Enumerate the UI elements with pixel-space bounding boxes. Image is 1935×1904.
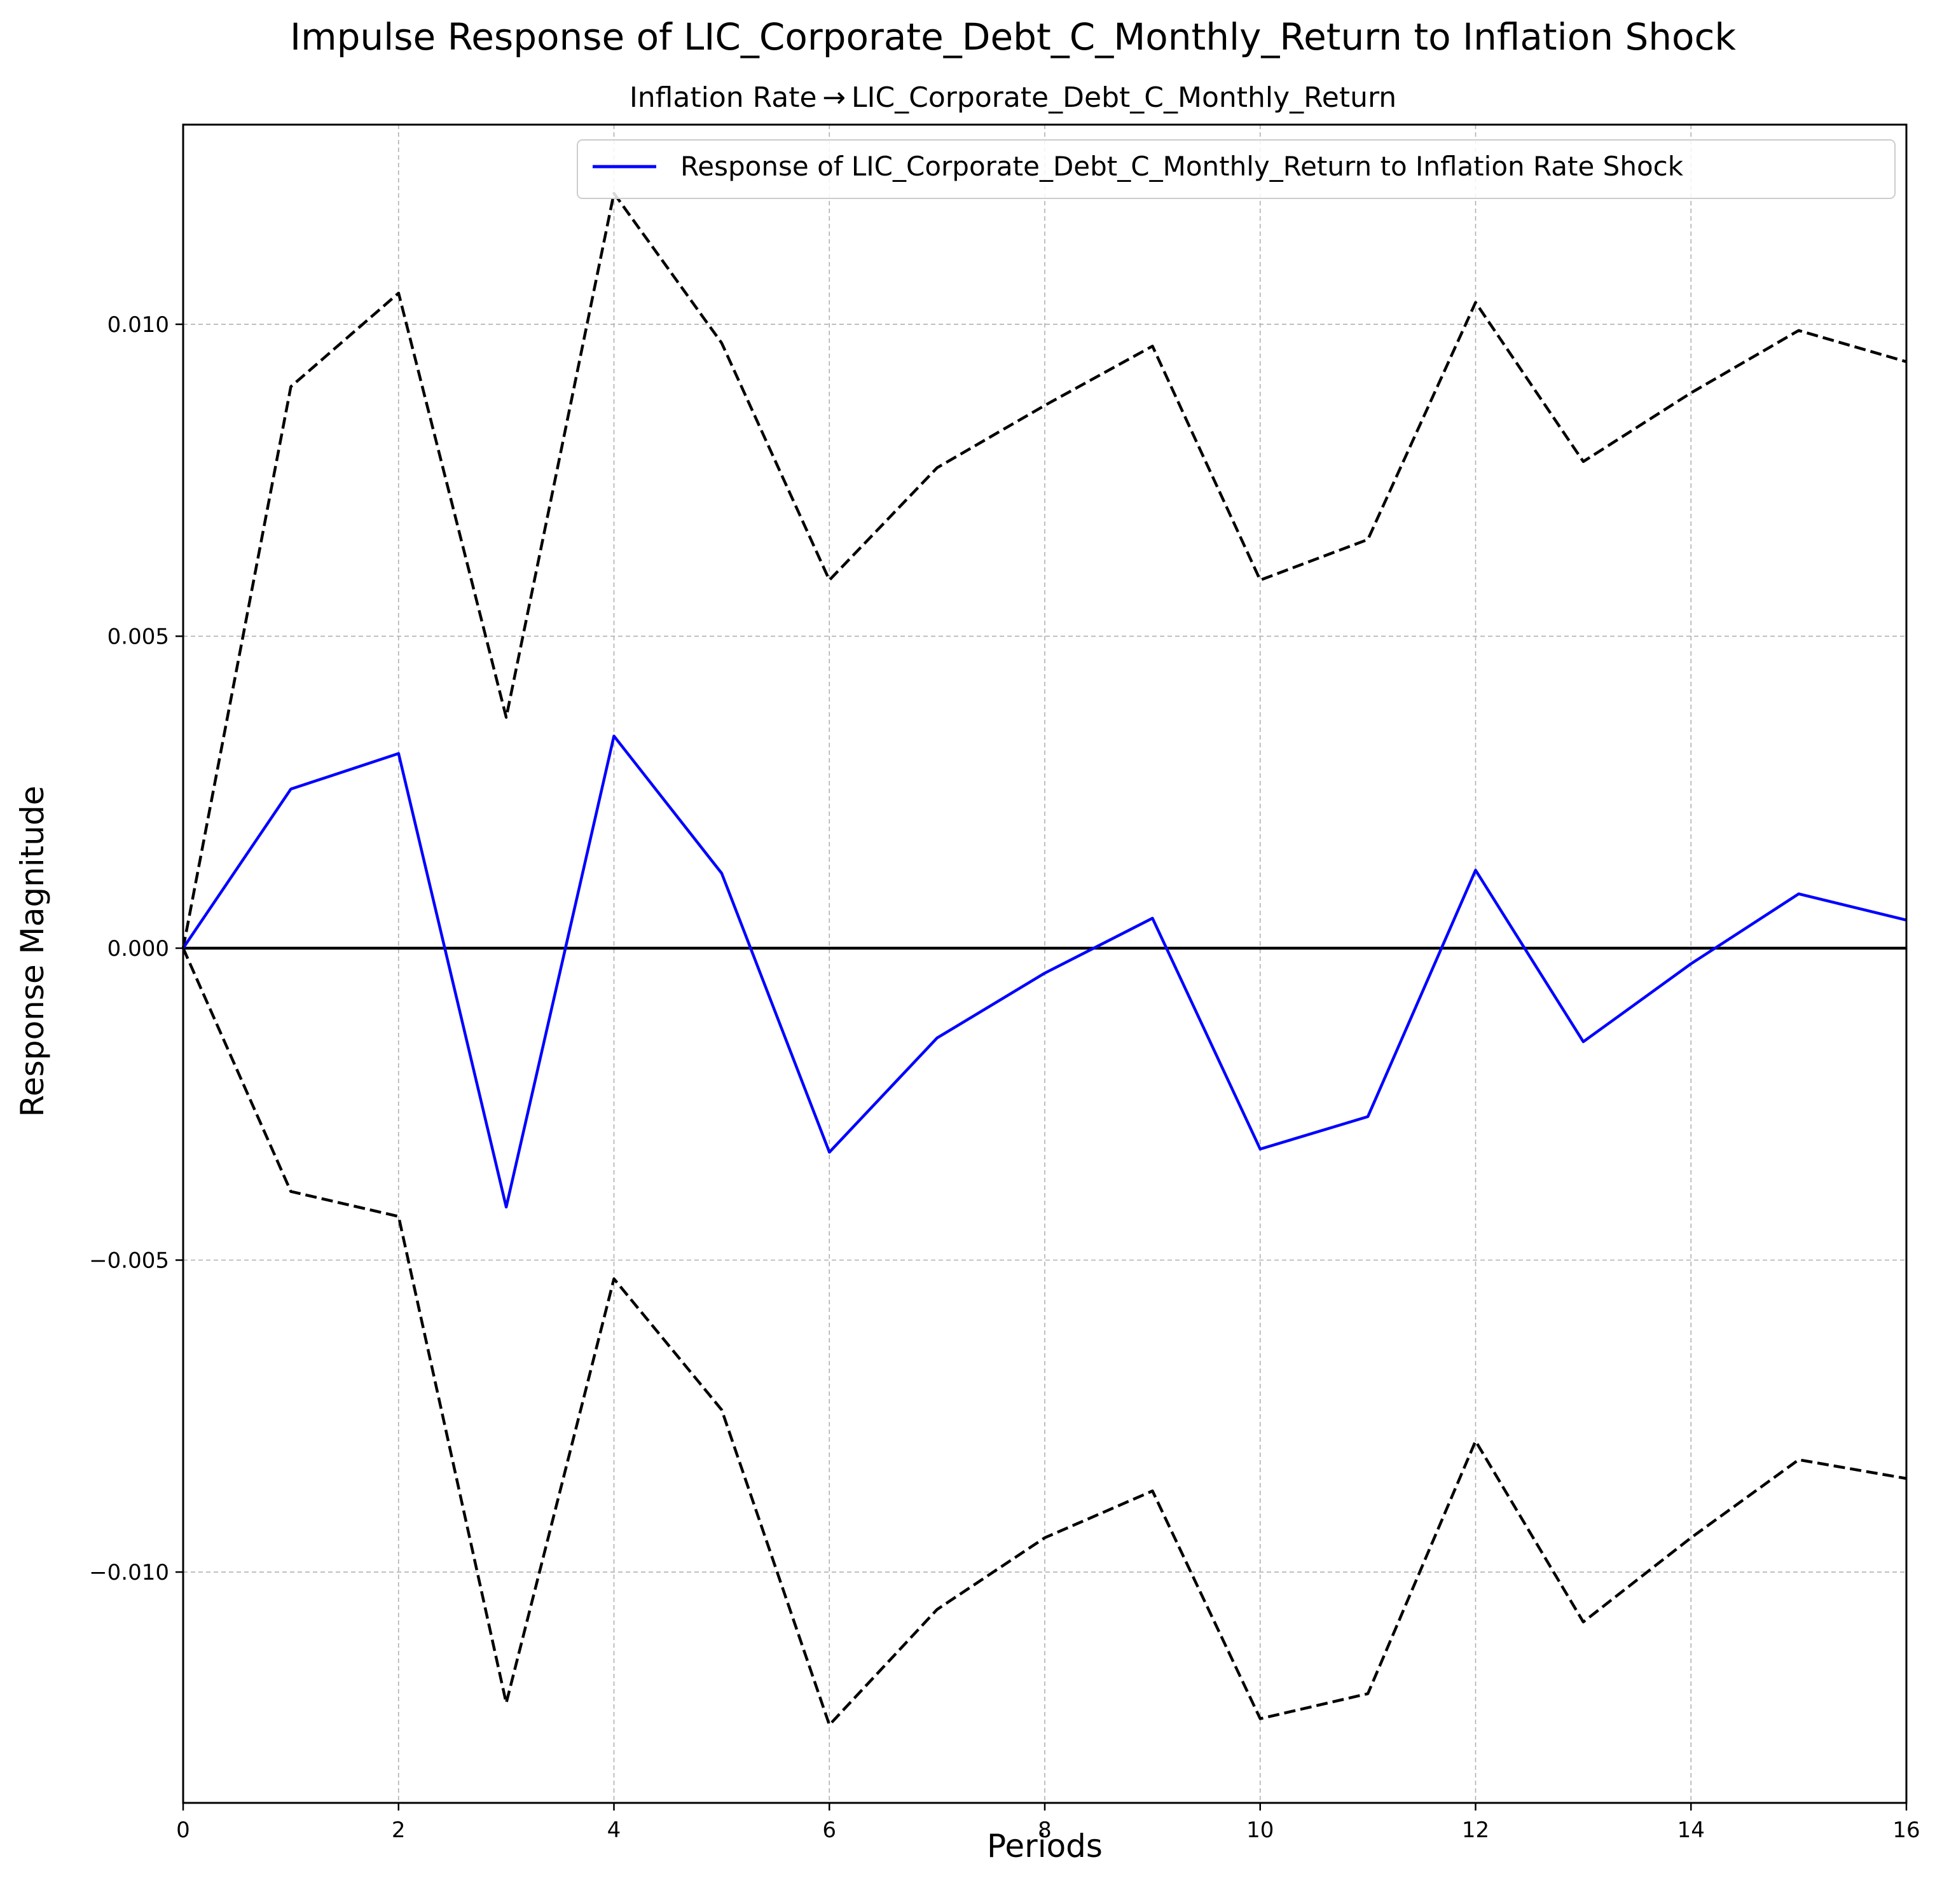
legend-box (577, 139, 1896, 199)
x-tick-label: 4 (607, 1818, 621, 1843)
x-axis-label: Periods (987, 1828, 1103, 1865)
chart-title: Impulse Response of LIC_Corporate_Debt_C… (290, 15, 1736, 59)
y-axis-label: Response Magnitude (14, 786, 51, 1117)
y-tick-label: −0.005 (89, 1248, 169, 1273)
x-tick-label: 6 (822, 1818, 836, 1843)
y-tick-label: 0.000 (107, 936, 169, 962)
x-tick-label: 2 (392, 1818, 406, 1843)
x-tick-label: 0 (176, 1818, 190, 1843)
x-tick-label: 10 (1246, 1818, 1274, 1843)
y-axis-ticks: −0.010 −0.005 0.000 0.005 0.010 (89, 312, 183, 1585)
x-axis-ticks: 0 2 4 6 8 10 12 14 16 (176, 1803, 1920, 1843)
response-line (182, 735, 1907, 1209)
response-series (182, 735, 1907, 1209)
y-tick-label: 0.005 (107, 624, 169, 649)
confidence-bands (181, 191, 1907, 1727)
x-tick-label: 12 (1462, 1818, 1489, 1843)
lower-band-line (181, 948, 1907, 1727)
y-tick-label: −0.010 (89, 1560, 169, 1585)
x-tick-label: 16 (1892, 1818, 1920, 1843)
y-tick-label: 0.010 (107, 312, 169, 338)
x-tick-label: 14 (1677, 1818, 1705, 1843)
legend-label: Response of LIC_Corporate_Debt_C_Monthly… (680, 151, 1684, 182)
chart-subtitle: Inflation Rate → LIC_Corporate_Debt_C_Mo… (630, 81, 1396, 114)
legend: Response of LIC_Corporate_Debt_C_Monthly… (577, 139, 1896, 199)
x-tick-label: 8 (1038, 1818, 1052, 1843)
